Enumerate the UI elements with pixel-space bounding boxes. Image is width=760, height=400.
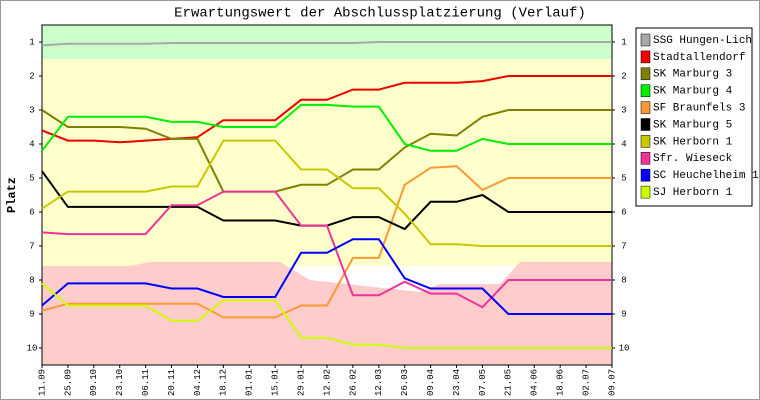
series-line [41,190,612,309]
series-line [41,139,612,247]
x-tick-label: 18.12 [219,369,229,396]
x-tick-label: 12.03 [374,369,384,396]
legend-swatch [640,67,651,81]
x-tick-label: 04.12 [193,369,203,396]
legend-swatch [640,185,651,199]
y-tick-label-right: 4 [621,139,626,149]
y-tick-label: 1 [29,37,34,47]
legend-label: SJ Herborn 1 [653,187,733,199]
x-tick-label: 23.04 [452,369,462,396]
y-tick-label-right: 6 [621,207,626,217]
x-tick-label: 12.02 [322,369,332,396]
x-tick-label: 11.09 [37,369,47,396]
x-tick-label: 06.11 [141,369,151,396]
x-tick-label: 23.10 [115,369,125,396]
y-tick-label: 7 [29,241,34,251]
legend-label: SK Marburg 5 [653,119,732,131]
series-line [41,103,612,152]
legend-swatch [640,33,651,47]
series-line [41,282,612,349]
legend-swatch [640,135,651,148]
legend [635,27,753,207]
y-axis-label: Platz [5,177,19,213]
y-tick-label: 9 [29,309,34,319]
series-line [41,165,612,319]
y-tick-label: 3 [29,105,34,115]
legend-swatch [640,118,651,131]
y-tick-label-right: 3 [621,105,626,115]
x-tick-label: 25.09 [63,369,73,396]
series-line [41,75,612,144]
x-tick-label: 01.01 [245,369,255,396]
x-tick-label: 15.01 [271,369,281,396]
y-tick-label: 2 [29,71,34,81]
x-tick-label: 20.11 [167,369,177,396]
y-tick-label-right: 1 [621,37,626,47]
y-tick-label: 5 [29,173,34,183]
x-tick-label: 09.04 [426,369,436,396]
series-line [41,41,612,47]
y-tick-label-right: 7 [621,241,626,251]
series-line [41,238,612,315]
series-line [41,109,612,193]
x-tick-label: 09.07 [607,369,617,396]
y-tick-label: 10 [27,343,38,353]
legend-label: SSG Hungen-Lich [653,35,752,47]
x-tick-label: 26.03 [400,369,410,396]
y-tick-label: 6 [29,207,34,217]
legend-swatch [640,168,651,182]
y-tick-label: 8 [29,275,34,285]
legend-label: Sfr. Wieseck [653,153,733,165]
legend-swatch [640,50,651,64]
x-tick-label: 02.07 [581,369,591,396]
legend-label: SK Marburg 3 [653,69,732,81]
y-tick-label: 4 [29,139,34,149]
legend-label: SF Braunfels 3 [653,103,745,115]
zone-middle [42,59,612,266]
x-tick-label: 21.05 [504,369,514,396]
x-tick-label: 07.05 [478,369,488,396]
chart-title: Erwartungswert der Abschlussplatzierung … [174,6,586,22]
legend-swatch [640,84,651,97]
x-tick-label: 18.06 [556,369,566,396]
legend-label: SK Herborn 1 [653,136,733,148]
x-tick-label: 09.10 [89,369,99,396]
y-tick-label-right: 2 [621,71,626,81]
legend-label: Stadtallendorf [653,52,745,64]
y-tick-label-right: 10 [619,343,630,353]
legend-label: SK Marburg 4 [653,86,733,98]
x-tick-label: 04.06 [530,369,540,396]
x-tick-label: 29.01 [296,369,306,396]
legend-swatch [640,152,651,165]
y-tick-label-right: 9 [621,309,626,319]
legend-label: SC Heuchelheim 1 [653,170,759,182]
y-tick-label-right: 8 [621,275,626,285]
x-tick-label: 26.02 [348,369,358,396]
y-tick-label-right: 5 [621,173,626,183]
legend-swatch [640,101,651,114]
